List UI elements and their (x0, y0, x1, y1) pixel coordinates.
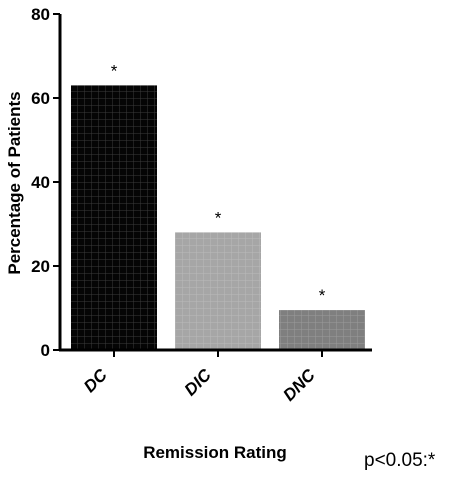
significance-footnote: p<0.05:* (364, 450, 436, 471)
y-tick-label: 80 (31, 5, 50, 24)
significance-marker-dic: * (215, 208, 222, 227)
y-tick-label: 0 (41, 341, 50, 360)
y-tick-label: 60 (31, 89, 50, 108)
bar-texture-dnc (279, 310, 365, 350)
y-tick-label: 20 (31, 257, 50, 276)
x-tick-label-dic: DIC (181, 365, 216, 400)
x-tick-label-dnc: DNC (279, 365, 319, 405)
y-tick-label: 40 (31, 173, 50, 192)
bar-texture-dc (71, 85, 157, 351)
significance-marker-dc: * (111, 61, 118, 80)
bar-texture-dic (175, 232, 261, 350)
x-axis-title: Remission Rating (143, 443, 287, 462)
x-tick-label-dc: DC (80, 365, 111, 396)
y-axis-title: Percentage of Patients (5, 91, 24, 274)
significance-marker-dnc: * (319, 286, 326, 305)
